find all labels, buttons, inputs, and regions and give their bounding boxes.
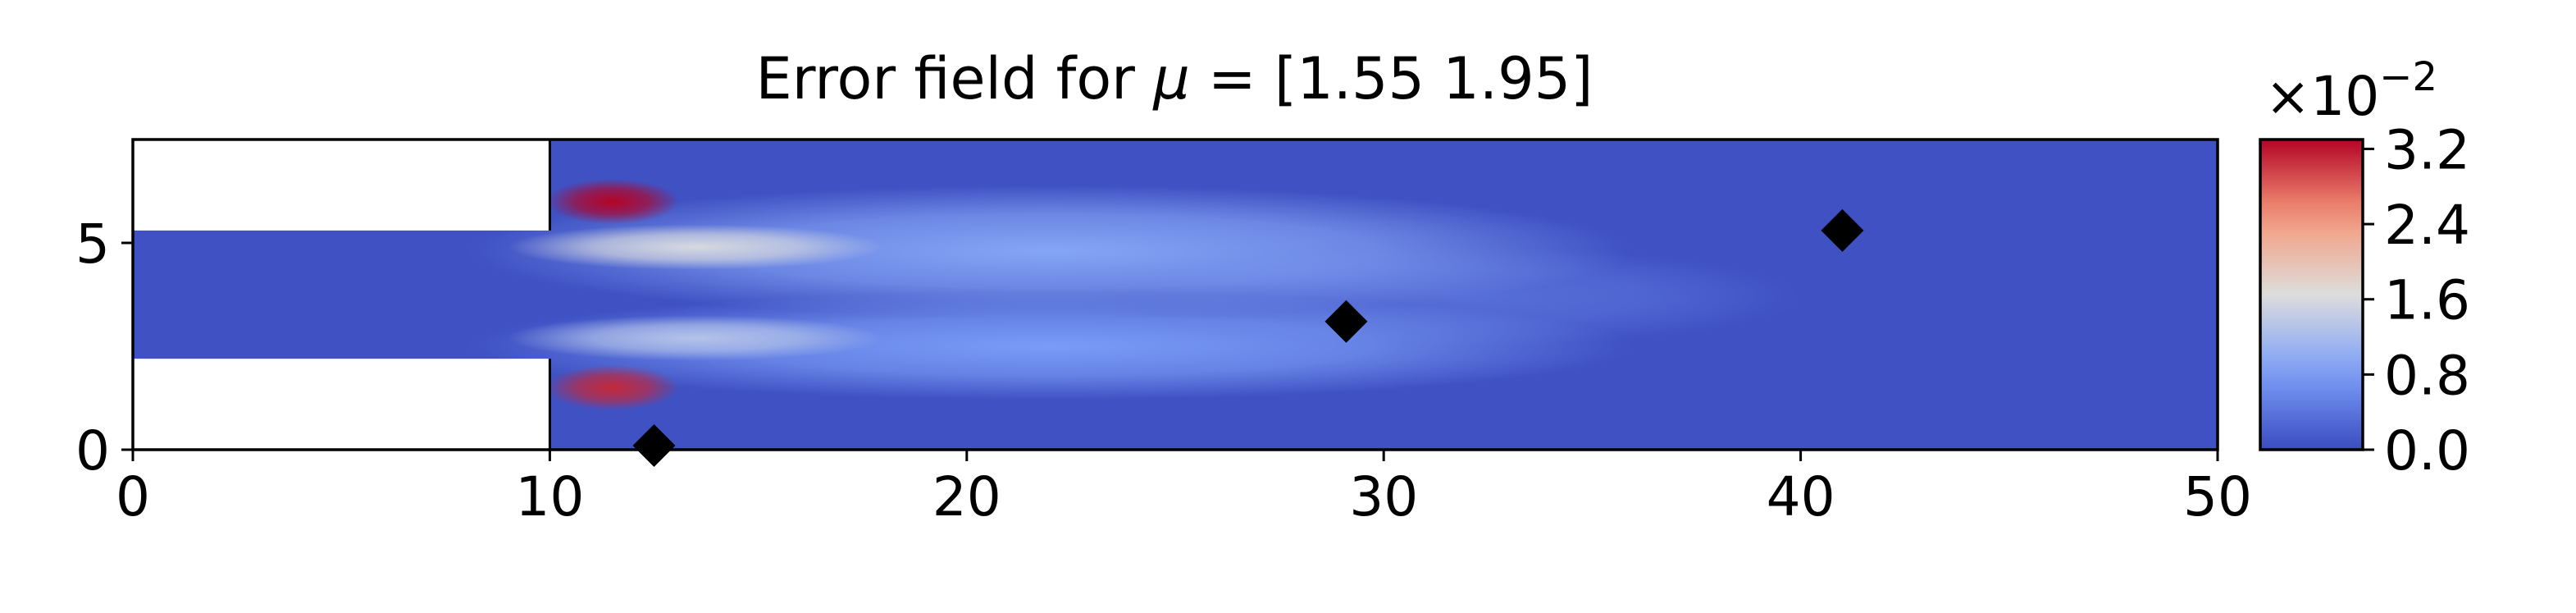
blank-region-bottom	[133, 359, 550, 450]
colorbar-multiplier-base: ×10	[2265, 65, 2379, 128]
x-tick-label: 0	[116, 465, 150, 528]
colorbar-tick-label: 3.2	[2384, 118, 2470, 181]
y-tick-label: 5	[75, 213, 110, 276]
colorbar-axis: 0.0 0.8 1.6 2.4 3.2	[2363, 118, 2470, 483]
x-tick-label: 20	[932, 465, 1001, 528]
title-suffix: = [1.55 1.95]	[1190, 45, 1593, 112]
title-mu-symbol: μ	[1152, 45, 1190, 112]
sensor-marker	[1821, 208, 1864, 252]
colorbar-tick-label: 2.4	[2384, 194, 2470, 257]
error-hotspot	[466, 185, 1635, 318]
colorbar-tick-label: 0.8	[2384, 344, 2470, 407]
colorbar-tick-label: 0.0	[2384, 419, 2470, 483]
x-tick-label: 30	[1349, 465, 1418, 528]
x-tick-label: 40	[1767, 465, 1835, 528]
plot-frame	[131, 138, 2219, 451]
x-tick-label: 10	[515, 465, 584, 528]
y-tick-label: 0	[75, 419, 110, 483]
colorbar-multiplier-exponent: −2	[2379, 54, 2437, 100]
sensor-markers	[632, 208, 1864, 467]
sensor-marker	[1324, 300, 1368, 343]
colorbar-multiplier: ×10−2	[2265, 54, 2437, 128]
chart-title: Error field for μ = [1.55 1.95]	[756, 45, 1593, 112]
blank-region-top	[133, 140, 550, 231]
x-axis: 0 10 20 30 40 50	[116, 450, 2252, 528]
error-hotspot	[508, 224, 884, 270]
colorbar	[2259, 138, 2364, 451]
error-hotspot	[545, 364, 680, 411]
sensor-marker	[632, 423, 676, 467]
title-prefix: Error field for	[756, 45, 1154, 112]
x-tick-label: 50	[2183, 465, 2252, 528]
error-hotspot	[545, 178, 680, 225]
error-hotspot	[508, 315, 884, 361]
colorbar-tick-label: 1.6	[2384, 269, 2470, 332]
y-axis: 05	[75, 213, 133, 483]
